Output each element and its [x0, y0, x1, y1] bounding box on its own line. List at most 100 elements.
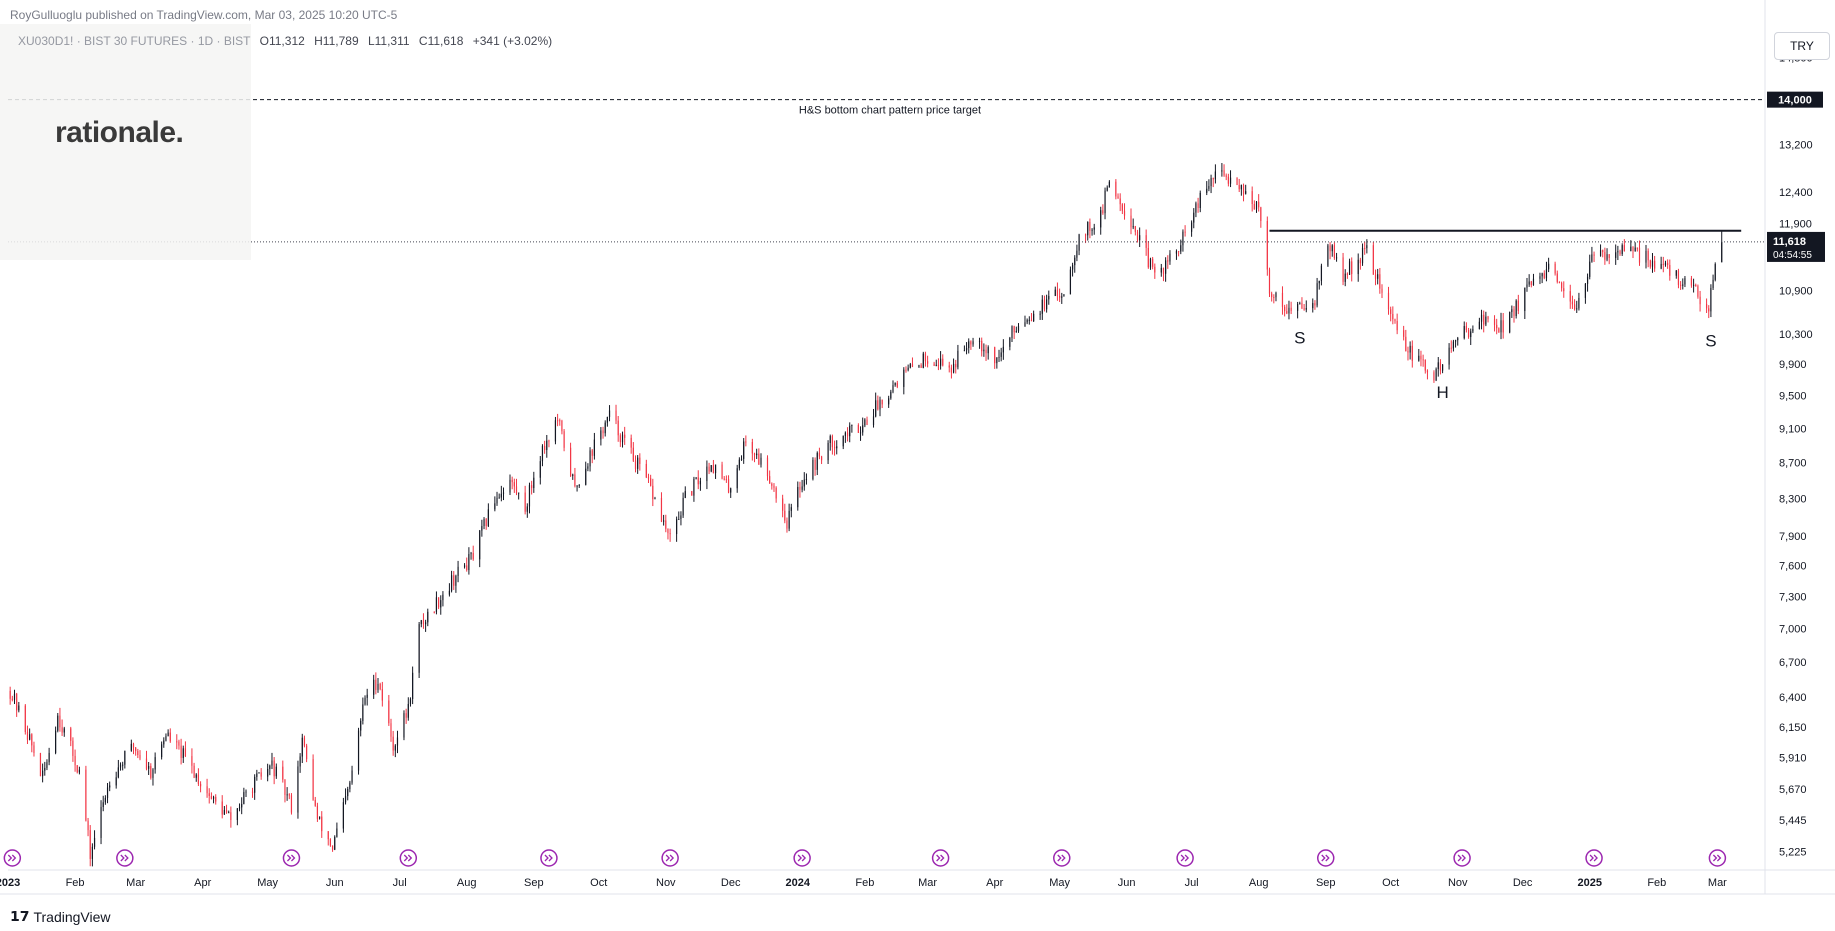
candle-body [1387, 292, 1390, 310]
price-tick-label: 5,670 [1779, 784, 1807, 796]
candle [1028, 316, 1030, 325]
candle-body [119, 764, 122, 768]
candle-body [1123, 210, 1126, 216]
event-marker-icon[interactable] [1053, 849, 1071, 867]
candle-body [487, 509, 489, 527]
candle-body [972, 341, 974, 345]
event-marker-icon[interactable] [793, 849, 811, 867]
candle-body [254, 776, 256, 793]
candle [221, 795, 223, 819]
candle [1403, 325, 1405, 341]
candle [46, 759, 48, 771]
candle [1422, 354, 1424, 367]
candle [427, 608, 429, 627]
candle-body [63, 728, 65, 733]
symbol-name[interactable]: XU030D1! · BIST 30 FUTURES · 1D · BIST [18, 34, 251, 48]
candle [706, 460, 708, 490]
candle [1649, 259, 1651, 269]
event-marker-icon[interactable] [1585, 849, 1603, 867]
candle [859, 426, 862, 441]
event-marker-icon[interactable] [931, 849, 950, 867]
candle [725, 475, 727, 483]
candle-body [132, 743, 135, 748]
candle [743, 438, 745, 464]
candle [561, 419, 563, 435]
candle [721, 461, 723, 480]
candle-body [939, 358, 942, 366]
candle [576, 485, 578, 492]
candle [647, 473, 650, 484]
candle-body [72, 740, 74, 756]
event-marker-icon[interactable] [540, 849, 558, 867]
currency-button[interactable]: TRY [1774, 32, 1830, 60]
candle-body [55, 730, 57, 753]
candle-body [1422, 359, 1424, 361]
candle [1175, 249, 1178, 260]
candle [1154, 263, 1156, 279]
candle-body [455, 575, 457, 586]
candle [362, 697, 364, 725]
candle-body [215, 796, 217, 802]
candle [831, 434, 834, 455]
candle-body [26, 731, 29, 740]
event-marker-circle [1053, 849, 1071, 867]
event-marker-arrows [7, 854, 17, 862]
candle-body [1091, 229, 1093, 231]
event-marker-icon[interactable] [3, 849, 22, 867]
event-marker-icon[interactable] [1317, 849, 1335, 867]
candle [1093, 223, 1095, 235]
candle-body [403, 713, 405, 738]
tradingview-brand[interactable]: 𝟭𝟳 TradingView [10, 908, 111, 925]
event-marker-icon[interactable] [116, 849, 134, 867]
candle [836, 440, 838, 455]
event-marker-icon[interactable] [1176, 849, 1194, 867]
candle [479, 529, 481, 568]
candle-body [1558, 281, 1561, 283]
candle [1502, 313, 1504, 339]
candle [814, 457, 816, 476]
candle [39, 752, 42, 777]
candle-body [212, 796, 215, 799]
candle [1087, 221, 1089, 241]
candle [1664, 260, 1667, 267]
candle [1048, 290, 1050, 305]
candle [630, 434, 632, 454]
candle-body [1359, 259, 1361, 264]
candle [1712, 274, 1714, 290]
event-marker-icon[interactable] [1453, 849, 1471, 867]
candle [286, 787, 288, 801]
candle [1578, 292, 1580, 311]
time-tick-label: Sep [1316, 877, 1336, 889]
candle-body [788, 510, 790, 529]
candle [994, 346, 996, 369]
candle [1387, 286, 1390, 315]
event-marker-circle [116, 849, 134, 867]
candle-body [362, 704, 364, 721]
candle [1599, 244, 1602, 257]
candle [1677, 268, 1680, 289]
candle-body [1169, 253, 1171, 262]
candle-body [297, 766, 299, 813]
candle-body [379, 683, 381, 690]
event-marker-icon[interactable] [661, 849, 679, 867]
candle-body [1013, 326, 1015, 333]
candle [1104, 187, 1106, 220]
candle-body [864, 419, 866, 426]
candle-body [1260, 207, 1262, 221]
candle-body [1394, 319, 1396, 322]
legend-open: O11,312 [259, 34, 305, 48]
candle-body [1721, 241, 1723, 263]
candle-body [836, 446, 838, 449]
candle-body [238, 807, 241, 809]
candle [1539, 272, 1541, 285]
candle [256, 769, 258, 781]
candle [559, 418, 561, 426]
candle-body [606, 417, 608, 423]
event-marker-icon[interactable] [399, 849, 418, 867]
event-marker-icon[interactable] [282, 849, 301, 867]
candle [539, 456, 541, 485]
candle [970, 340, 972, 350]
event-marker-icon[interactable] [1708, 849, 1727, 867]
candle [1316, 277, 1318, 308]
